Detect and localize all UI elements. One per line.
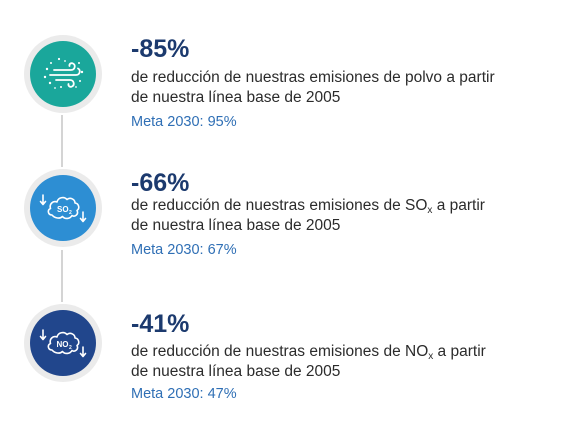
description-line-1-prefix: de reducción de nuestras emisiones de NO bbox=[131, 343, 429, 360]
so2-cloud-icon: SO 2 bbox=[30, 175, 96, 241]
stat-value: -41% bbox=[131, 310, 190, 338]
goal-2030: Meta 2030: 67% bbox=[131, 242, 237, 258]
stat-description: de reducción de nuestras emisiones de SO… bbox=[131, 196, 551, 236]
stat-description: de reducción de nuestras emisiones de NO… bbox=[131, 342, 551, 382]
icon-formula-subscript: 2 bbox=[69, 210, 72, 216]
icon-formula-text: SO bbox=[57, 205, 69, 214]
icon-badge: NO 2 bbox=[24, 304, 102, 382]
icon-formula-text: NO bbox=[57, 340, 69, 349]
goal-2030: Meta 2030: 47% bbox=[131, 386, 237, 402]
icon-formula-subscript: 2 bbox=[69, 345, 72, 351]
description-subscript: x bbox=[428, 351, 434, 362]
description-line-1: de reducción de nuestras emisiones de po… bbox=[131, 69, 495, 86]
description-line-1-prefix: de reducción de nuestras emisiones de SO bbox=[131, 197, 428, 214]
description-line-2: de nuestra línea base de 2005 bbox=[131, 363, 341, 380]
icon-badge: SO 2 bbox=[24, 169, 102, 247]
description-line-2: de nuestra línea base de 2005 bbox=[131, 217, 341, 234]
connector-line-2 bbox=[61, 250, 63, 302]
description-line-2: de nuestra línea base de 2005 bbox=[131, 89, 341, 106]
description-subscript: x bbox=[427, 205, 433, 216]
stat-value: -66% bbox=[131, 169, 190, 197]
connector-line-1 bbox=[61, 115, 63, 167]
goal-2030: Meta 2030: 95% bbox=[131, 114, 237, 130]
description-line-1-suffix: a partir bbox=[432, 197, 485, 214]
no2-cloud-icon: NO 2 bbox=[30, 310, 96, 376]
stat-value: -85% bbox=[131, 35, 190, 63]
dust-wind-icon bbox=[30, 41, 96, 107]
icon-badge bbox=[24, 35, 102, 113]
description-line-1-suffix: a partir bbox=[433, 343, 486, 360]
stat-description: de reducción de nuestras emisiones de po… bbox=[131, 68, 551, 108]
